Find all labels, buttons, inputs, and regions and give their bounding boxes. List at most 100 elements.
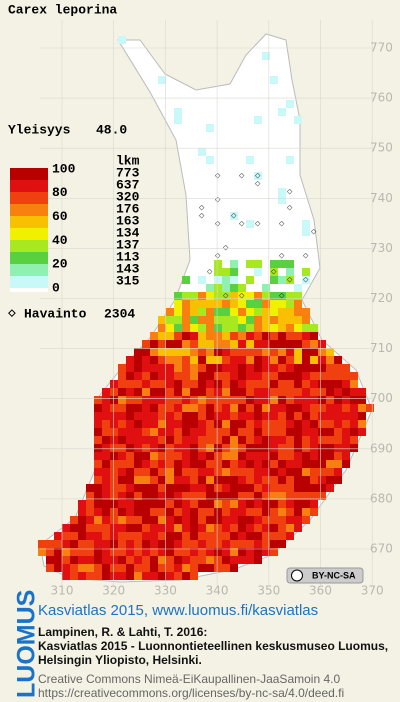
grid-cell	[286, 492, 294, 500]
grid-cell	[318, 492, 326, 500]
grid-cell	[126, 444, 134, 452]
grid-cell	[222, 396, 230, 404]
grid-cell	[286, 396, 294, 404]
grid-cell	[254, 508, 262, 516]
grid-cell	[318, 436, 326, 444]
grid-cell	[294, 452, 302, 460]
grid-cell	[158, 516, 166, 524]
legend: 100 80 60 40 20 0 7736373201761631341371131433…	[10, 161, 140, 295]
grid-cell	[294, 404, 302, 412]
grid-cell	[278, 300, 286, 308]
grid-cell	[302, 452, 310, 460]
grid-cell	[174, 308, 182, 316]
grid-cell	[190, 484, 198, 492]
grid-cell	[142, 380, 150, 388]
grid-cell	[166, 572, 174, 580]
grid-cell	[62, 548, 70, 556]
grid-cell	[182, 468, 190, 476]
grid-cell	[134, 404, 142, 412]
grid-cell	[118, 36, 126, 44]
grid-cell	[262, 52, 270, 60]
grid-cell	[302, 372, 310, 380]
grid-cell	[102, 572, 110, 580]
grid-cell	[190, 572, 198, 580]
grid-cell	[222, 324, 230, 332]
observation-diamond: ◇	[287, 276, 293, 284]
grid-cell	[150, 436, 158, 444]
grid-cell	[118, 412, 126, 420]
grid-cell	[214, 548, 222, 556]
grid-cell	[318, 420, 326, 428]
grid-cell	[262, 348, 270, 356]
grid-cell	[222, 516, 230, 524]
grid-cell	[190, 340, 198, 348]
grid-cell	[118, 436, 126, 444]
grid-cell	[174, 572, 182, 580]
grid-cell	[134, 556, 142, 564]
scale-label: 20	[52, 257, 68, 272]
grid-cell	[94, 572, 102, 580]
grid-cell	[206, 292, 214, 300]
grid-cell	[190, 412, 198, 420]
grid-cell	[238, 308, 246, 316]
grid-cell	[166, 500, 174, 508]
grid-cell	[158, 404, 166, 412]
grid-cell	[326, 380, 334, 388]
grid-cell	[246, 324, 254, 332]
grid-cell	[94, 540, 102, 548]
grid-cell	[118, 476, 126, 484]
grid-cell	[262, 340, 270, 348]
grid-cell	[78, 500, 86, 508]
grid-cell	[342, 404, 350, 412]
grid-cell	[134, 524, 142, 532]
grid-cell	[110, 412, 118, 420]
grid-cell	[110, 500, 118, 508]
scale-label: 0	[52, 280, 60, 295]
grid-cell	[286, 308, 294, 316]
grid-cell	[230, 420, 238, 428]
grid-cell	[238, 532, 246, 540]
grid-cell	[278, 108, 286, 116]
grid-cell	[254, 308, 262, 316]
grid-cell	[134, 428, 142, 436]
grid-cell	[166, 476, 174, 484]
grid-cell	[230, 308, 238, 316]
grid-cell	[110, 556, 118, 564]
grid-cell	[110, 476, 118, 484]
grid-cell	[94, 420, 102, 428]
grid-cell	[142, 444, 150, 452]
grid-cell	[126, 388, 134, 396]
grid-cell	[110, 508, 118, 516]
grid-cell	[166, 564, 174, 572]
grid-cell	[278, 532, 286, 540]
grid-cell	[350, 372, 358, 380]
grid-cell	[94, 508, 102, 516]
grid-cell	[158, 572, 166, 580]
grid-cell	[190, 476, 198, 484]
grid-cell	[246, 516, 254, 524]
grid-cell	[70, 548, 78, 556]
grid-cell	[254, 404, 262, 412]
grid-cell	[198, 340, 206, 348]
grid-cell	[286, 292, 294, 300]
grid-cell	[150, 484, 158, 492]
grid-cell	[158, 484, 166, 492]
grid-cell	[134, 468, 142, 476]
grid-cell	[62, 524, 70, 532]
grid-cell	[230, 428, 238, 436]
grid-cell	[222, 436, 230, 444]
grid-cell	[174, 324, 182, 332]
grid-cell	[174, 428, 182, 436]
grid-cell	[110, 468, 118, 476]
grid-cell	[198, 356, 206, 364]
grid-cell	[214, 316, 222, 324]
grid-cell	[326, 484, 334, 492]
grid-cell	[158, 380, 166, 388]
grid-cell	[206, 356, 214, 364]
grid-cell	[206, 484, 214, 492]
grid-cell	[254, 444, 262, 452]
grid-cell	[182, 404, 190, 412]
grid-cell	[342, 396, 350, 404]
grid-cell	[230, 412, 238, 420]
grid-cell	[294, 412, 302, 420]
